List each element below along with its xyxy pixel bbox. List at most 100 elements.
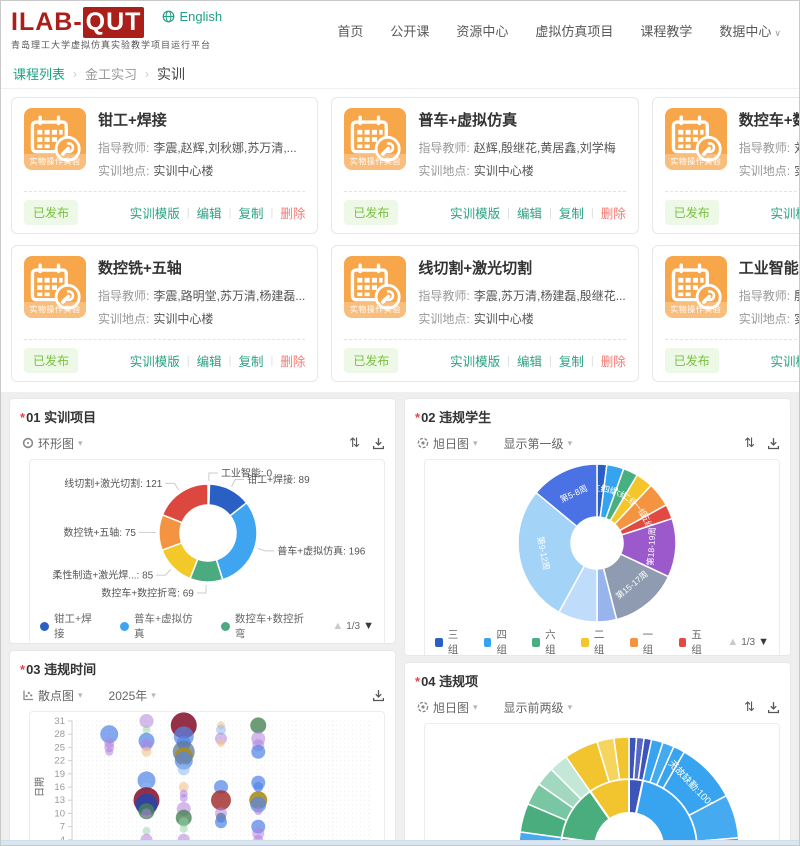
copy-link[interactable]: 复制 <box>558 355 584 369</box>
calendar-wrench-icon <box>671 115 722 162</box>
sort-toggle-icon[interactable]: ⇅ <box>744 699 755 714</box>
svg-text:柔性制造+激光焊...: 85: 柔性制造+激光焊...: 85 <box>52 569 153 582</box>
sort-toggle-icon[interactable]: ⇅ <box>744 435 755 450</box>
language-switch[interactable]: English <box>162 9 222 24</box>
edit-link[interactable]: 编辑 <box>196 207 222 221</box>
nav-item-resources[interactable]: 资源中心 <box>456 23 509 39</box>
template-link[interactable]: 实训模版 <box>770 355 799 369</box>
svg-text:数控铣+五轴: 75: 数控铣+五轴: 75 <box>63 526 136 539</box>
breadcrumb-metalwork[interactable]: 金工实习 <box>85 67 138 82</box>
teacher-label: 指导教师: <box>98 289 150 303</box>
icon-badge: 实物操作实验 <box>344 302 407 318</box>
legend-item[interactable]: 数控车+数控折弯 <box>220 611 314 641</box>
card-actions: 实训模版| 编辑| 复制| 删除 <box>770 203 799 222</box>
dashed-divider <box>664 339 799 340</box>
legend-item[interactable]: 二组 <box>581 627 612 655</box>
panel-title: *04 违规项 <box>415 674 479 689</box>
calendar-wrench-icon <box>30 263 81 310</box>
delete-link[interactable]: 删除 <box>600 355 626 369</box>
icon-badge: 实物操作实验 <box>24 302 86 318</box>
pager-up-icon[interactable]: ▲ <box>727 636 739 648</box>
calendar-wrench-icon <box>671 263 722 310</box>
svg-text:工业智能: 0: 工业智能: 0 <box>221 467 273 480</box>
dashed-divider <box>344 191 626 192</box>
copy-link[interactable]: 复制 <box>238 355 264 369</box>
status-badge-published: 已发布 <box>24 200 79 225</box>
pager-up-icon[interactable]: ▲ <box>332 620 344 632</box>
sort-toggle-icon[interactable]: ⇅ <box>349 435 360 450</box>
logo[interactable]: ILAB- QUT English 青岛理工大学虚拟仿真实验教学项目运行平台 <box>11 6 222 51</box>
course-title: 普车+虚拟仿真 <box>418 112 518 129</box>
pager-down-icon[interactable]: ▼ <box>758 636 769 648</box>
legend-item[interactable]: 五组 <box>678 627 710 655</box>
legend-item[interactable]: 三组 <box>435 627 466 655</box>
chart-legend: 钳工+焊接 普车+虚拟仿真 数控车+数控折弯 ▲ 1/3 ▼ <box>32 607 382 643</box>
nav-item-home[interactable]: 首页 <box>337 23 364 39</box>
template-link[interactable]: 实训模版 <box>129 207 180 221</box>
legend-item[interactable]: 一组 <box>629 627 661 655</box>
breadcrumb-course-list[interactable]: 课程列表 <box>13 67 66 82</box>
panel-violation-items: *04 违规项 旭日图▾ 显示前两级▾ ⇅ 安全与纪律无故缺勤:100 <box>404 662 791 845</box>
location-label: 实训地点: <box>738 312 791 326</box>
teacher-names: 李震,苏万清,杨建磊,殷继花... <box>473 289 626 303</box>
legend-pager: ▲ 1/3 ▼ <box>727 636 769 648</box>
template-link[interactable]: 实训模版 <box>450 207 501 221</box>
chart-type-select[interactable]: 旭日图 ▾ <box>417 435 478 452</box>
legend-item[interactable]: 四组 <box>483 627 515 655</box>
copy-link[interactable]: 复制 <box>238 207 264 221</box>
action-separator: | <box>186 206 190 219</box>
download-icon[interactable] <box>767 437 780 450</box>
icon-badge: 实物操作实验 <box>24 154 86 170</box>
chart-type-select[interactable]: 散点图 ▾ <box>22 687 83 704</box>
dashed-divider <box>24 191 306 192</box>
course-title: 工业智能 <box>738 260 799 277</box>
copy-link[interactable]: 复制 <box>558 207 584 221</box>
nav-item-open-courses[interactable]: 公开课 <box>390 23 430 39</box>
dashed-divider <box>344 339 626 340</box>
template-link[interactable]: 实训模版 <box>770 207 799 221</box>
svg-text:7: 7 <box>60 822 65 833</box>
download-icon[interactable] <box>372 437 385 450</box>
level-select[interactable]: 显示前两级 ▾ <box>503 700 573 715</box>
action-separator: | <box>228 354 232 367</box>
nav-item-course-teaching[interactable]: 课程教学 <box>640 23 693 39</box>
nav-item-data-center[interactable]: 数据中心 ∨ <box>719 23 781 39</box>
course-icon: 实物操作实验 <box>664 108 727 170</box>
edit-link[interactable]: 编辑 <box>196 355 222 369</box>
edit-link[interactable]: 编辑 <box>516 207 542 221</box>
delete-link[interactable]: 删除 <box>280 355 306 369</box>
donut-chart-icon <box>22 437 34 449</box>
delete-link[interactable]: 删除 <box>600 207 626 221</box>
location-label: 实训地点: <box>98 164 150 178</box>
teacher-label: 指导教师: <box>418 141 470 155</box>
legend-item[interactable]: 普车+虚拟仿真 <box>119 611 203 641</box>
nav-item-virtual-sim[interactable]: 虚拟仿真项目 <box>535 23 614 39</box>
card-actions: 实训模版| 编辑| 复制| 删除 <box>450 203 626 222</box>
svg-text:16: 16 <box>54 782 65 793</box>
edit-link[interactable]: 编辑 <box>516 355 542 369</box>
language-label: English <box>179 8 223 24</box>
pager-down-icon[interactable]: ▼ <box>363 620 374 632</box>
legend-item[interactable]: 六组 <box>532 627 563 655</box>
teacher-label: 指导教师: <box>98 141 150 155</box>
download-icon[interactable] <box>767 701 780 714</box>
caret-down-icon: ▾ <box>78 437 83 448</box>
card-actions: 实训模版| 编辑| 复制| 删除 <box>450 351 626 370</box>
legend-item[interactable]: 钳工+焊接 <box>40 611 102 641</box>
course-card: 实物操作实验 线切割+激光切割 指导教师: 李震,苏万清,杨建磊,殷继花... 实… <box>331 245 639 382</box>
template-link[interactable]: 实训模版 <box>129 355 180 369</box>
chart-type-select[interactable]: 旭日图 ▾ <box>417 699 478 716</box>
chart-type-select[interactable]: 环形图 ▾ <box>22 435 83 452</box>
download-icon[interactable] <box>372 689 385 702</box>
app-header: ILAB- QUT English 青岛理工大学虚拟仿真实验教学项目运行平台 首页… <box>1 1 799 59</box>
course-card: 实物操作实验 数控铣+五轴 指导教师: 李震,路明堂,苏万清,杨建磊... 实训地… <box>11 245 319 382</box>
year-select[interactable]: 2025年 ▾ <box>108 688 156 703</box>
panel-title: *02 违规学生 <box>415 410 492 425</box>
card-actions: 实训模版| 编辑| 复制| 删除 <box>130 351 306 370</box>
delete-link[interactable]: 删除 <box>280 207 306 221</box>
level-select[interactable]: 显示第一级 ▾ <box>503 436 573 451</box>
template-link[interactable]: 实训模版 <box>450 355 501 369</box>
teacher-names: 刘秋娜,殷继花,黄居鑫,王尚... <box>794 139 799 156</box>
svg-text:线切割+激光切割: 121: 线切割+激光切割: 121 <box>64 477 163 490</box>
dashboard: *01 实训项目 环形图 ▾ ⇅ 工业智能: 0 钳工+焊接: 89 普车+虚拟仿真:… <box>1 392 799 845</box>
